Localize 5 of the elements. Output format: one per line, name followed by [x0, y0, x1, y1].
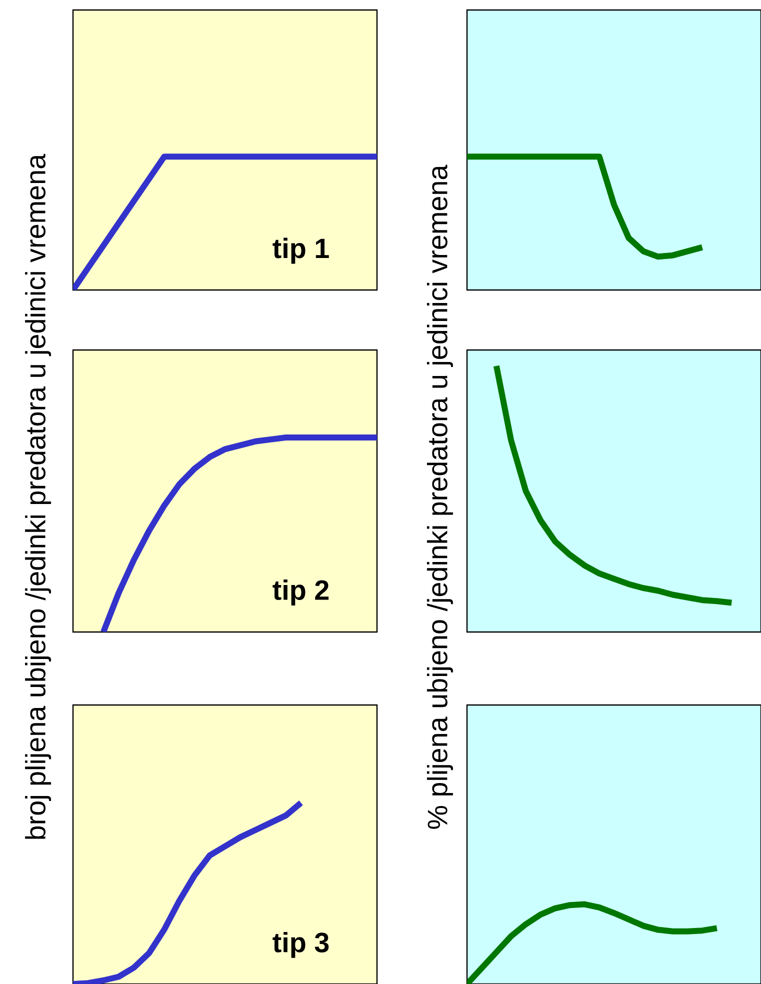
- annotation: tip 3: [272, 932, 329, 958]
- annotation: tip 2: [272, 580, 329, 606]
- annotation: tip 1: [272, 238, 329, 264]
- y-axis-title: % plijena ubijeno /jedinki predatora u jedinici vremena: [426, 164, 453, 829]
- y-axis-title: broj plijena ubijeno /jedinki predatora u jedinici vremena: [25, 154, 52, 839]
